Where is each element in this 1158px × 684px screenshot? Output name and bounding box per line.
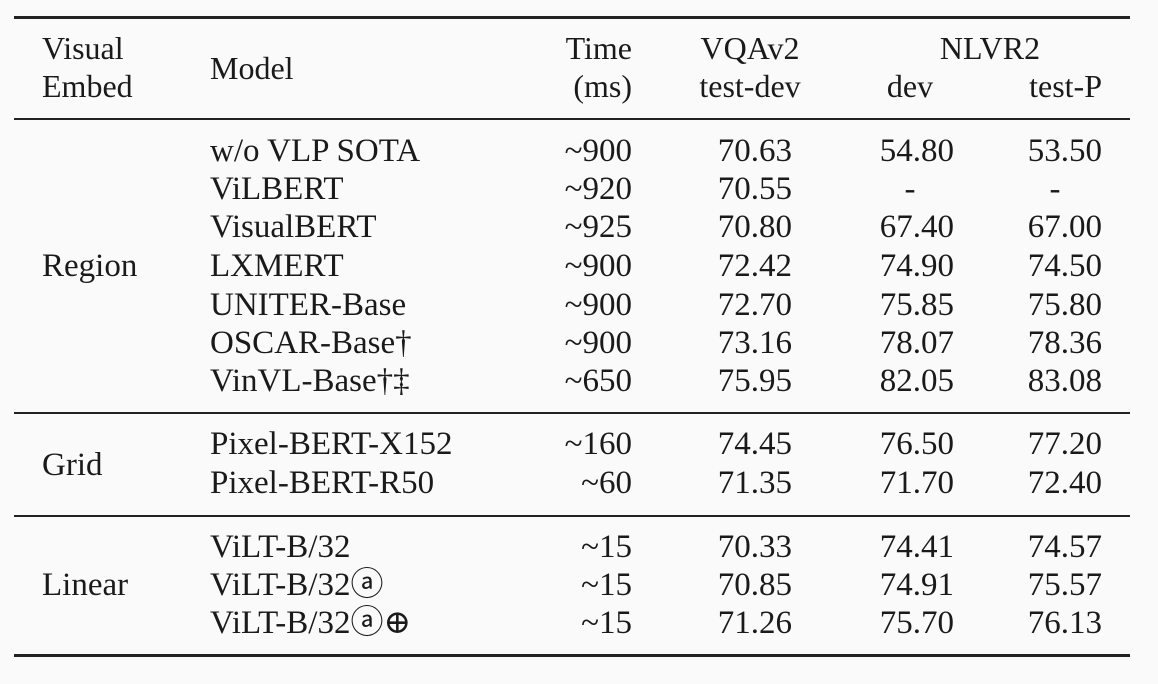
group-label-linear: Linear [42, 567, 129, 603]
vqa-value: 74.45 [717, 426, 792, 462]
time-value: ~15 [581, 529, 632, 565]
time-value: ~160 [564, 426, 632, 462]
model-name: ViLBERT [210, 171, 344, 207]
nlvr2-testp-value: 76.13 [1027, 605, 1102, 641]
nlvr2-testp-value: 72.40 [1027, 465, 1102, 501]
nlvr2-dev-value: 74.91 [879, 567, 954, 603]
vqa-value: 70.85 [717, 567, 792, 603]
header-nlvr2: NLVR2 [939, 30, 1041, 66]
vqa-value: 71.35 [717, 465, 792, 501]
nlvr2-testp-value: 75.57 [1027, 567, 1102, 603]
model-name: ViLT-B/32ⓐ⊕ [210, 605, 412, 641]
time-value: ~900 [564, 133, 632, 169]
header-time-line2: (ms) [573, 68, 632, 104]
region-grid-rule [14, 412, 1130, 414]
top-rule [14, 16, 1130, 19]
time-value: ~900 [564, 287, 632, 323]
header-visual-embed-line1: Visual [42, 30, 124, 66]
nlvr2-dev-value: 74.90 [879, 248, 954, 284]
model-name: OSCAR-Base† [210, 325, 412, 361]
bottom-rule [14, 654, 1130, 657]
vqa-value: 70.63 [717, 133, 792, 169]
nlvr2-dev-value: - [904, 171, 916, 207]
nlvr2-testp-value: - [1049, 171, 1061, 207]
vqa-value: 72.42 [717, 248, 792, 284]
header-vqa-line2: test-dev [699, 68, 801, 104]
group-label-grid: Grid [42, 447, 103, 483]
nlvr2-dev-value: 78.07 [879, 325, 954, 361]
header-rule [14, 118, 1130, 120]
model-name: UNITER-Base [210, 287, 407, 323]
nlvr2-dev-value: 76.50 [879, 426, 954, 462]
header-nlvr2-testp: test-P [1029, 68, 1102, 104]
time-value: ~920 [564, 171, 632, 207]
grid-linear-rule [14, 515, 1130, 517]
nlvr2-testp-value: 74.50 [1027, 248, 1102, 284]
nlvr2-dev-value: 67.40 [879, 209, 954, 245]
nlvr2-testp-value: 77.20 [1027, 426, 1102, 462]
vqa-value: 73.16 [717, 325, 792, 361]
vqa-value: 71.26 [717, 605, 792, 641]
header-nlvr2-dev: dev [886, 68, 934, 104]
time-value: ~900 [564, 325, 632, 361]
time-value: ~60 [581, 465, 632, 501]
vqa-value: 70.55 [717, 171, 792, 207]
time-value: ~650 [564, 363, 632, 399]
nlvr2-dev-value: 74.41 [879, 529, 954, 565]
model-name: LXMERT [210, 248, 344, 284]
group-label-region: Region [42, 248, 138, 284]
vqa-value: 70.80 [717, 209, 792, 245]
nlvr2-testp-value: 67.00 [1027, 209, 1102, 245]
header-visual-embed-line2: Embed [42, 68, 133, 104]
model-name: ViLT-B/32ⓐ [210, 567, 384, 603]
time-value: ~15 [581, 567, 632, 603]
model-name: VisualBERT [210, 209, 377, 245]
nlvr2-dev-value: 75.70 [879, 605, 954, 641]
header-vqa-line1: VQAv2 [700, 30, 800, 66]
time-value: ~900 [564, 248, 632, 284]
vqa-value: 72.70 [717, 287, 792, 323]
nlvr2-testp-value: 74.57 [1027, 529, 1102, 565]
nlvr2-dev-value: 54.80 [879, 133, 954, 169]
nlvr2-testp-value: 83.08 [1027, 363, 1102, 399]
nlvr2-dev-value: 71.70 [879, 465, 954, 501]
nlvr2-testp-value: 53.50 [1027, 133, 1102, 169]
nlvr2-dev-value: 75.85 [879, 287, 954, 323]
nlvr2-testp-value: 78.36 [1027, 325, 1102, 361]
nlvr2-dev-value: 82.05 [879, 363, 954, 399]
header-model: Model [210, 50, 294, 86]
model-name: Pixel-BERT-R50 [210, 465, 435, 501]
nlvr2-testp-value: 75.80 [1027, 287, 1102, 323]
model-name: ViLT-B/32 [210, 529, 351, 565]
time-value: ~925 [564, 209, 632, 245]
header-time-line1: Time [565, 30, 632, 66]
vqa-value: 75.95 [717, 363, 792, 399]
time-value: ~15 [581, 605, 632, 641]
model-name: Pixel-BERT-X152 [210, 426, 453, 462]
model-name: VinVL-Base†‡ [210, 363, 410, 399]
model-name: w/o VLP SOTA [210, 133, 421, 169]
vqa-value: 70.33 [717, 529, 792, 565]
